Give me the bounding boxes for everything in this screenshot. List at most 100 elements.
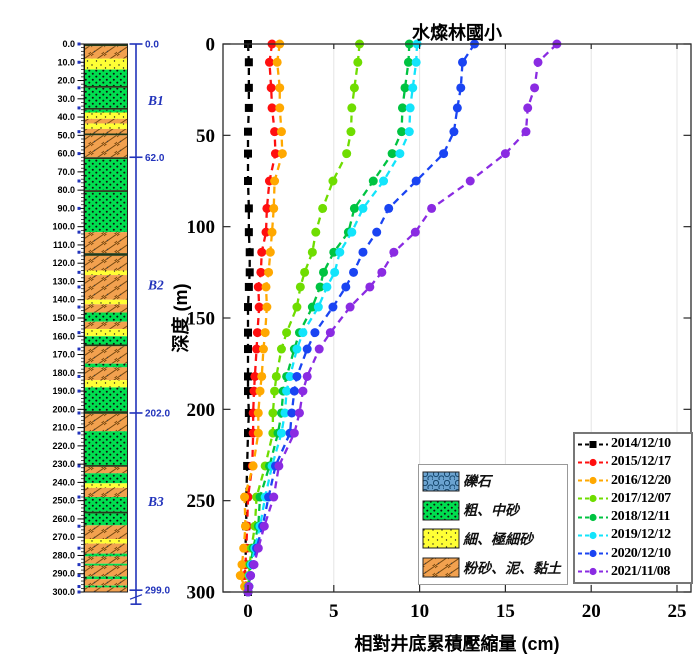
anchor-depth-marker (77, 152, 81, 156)
anchor-depth-marker (77, 106, 81, 110)
depth-tick-label: 270.0 (52, 532, 75, 542)
data-point (411, 57, 421, 67)
data-point (310, 328, 320, 338)
section-brackets: 0.0 62.0 202.0 299.0 B1 B2 B3 (129, 40, 170, 605)
data-point (244, 282, 253, 291)
section-label-B1: B1 (147, 93, 164, 108)
fine-sand-swatch-icon (422, 528, 460, 549)
lithology-layer-clay (84, 275, 128, 300)
clay-swatch-icon (422, 557, 460, 578)
lithology-layer-sep (84, 511, 128, 514)
depth-tick-label: 290.0 (52, 569, 75, 579)
coarse-sand-swatch-icon (422, 500, 460, 521)
date-legend-label: 2016/12/20 (611, 472, 671, 488)
data-point (335, 247, 345, 257)
data-point (379, 176, 389, 186)
depth-tick-label: 210.0 (52, 423, 75, 433)
data-point (253, 543, 263, 553)
data-point (254, 302, 264, 312)
data-point (295, 282, 305, 292)
data-point (262, 302, 272, 312)
y-tick-label: 50 (196, 126, 215, 147)
lithology-layer-clay (84, 525, 128, 540)
section-depth-label: 299.0 (145, 586, 170, 597)
data-point (330, 267, 340, 277)
lithology-layer-sep (84, 133, 128, 136)
data-point (408, 83, 418, 93)
data-point (465, 176, 475, 186)
lithology-layer-coarse (84, 497, 128, 512)
data-point (311, 227, 321, 237)
depth-tick-label: 180.0 (52, 368, 75, 378)
data-point (530, 83, 540, 93)
depth-tick-label: 10.0 (57, 57, 75, 67)
data-point (358, 203, 368, 213)
data-point (349, 83, 359, 93)
data-point (328, 302, 338, 312)
lithology-layer-coarse (84, 363, 128, 368)
data-point (307, 247, 317, 257)
data-point (302, 371, 312, 381)
series-marker-icon (578, 458, 608, 466)
data-point (243, 461, 252, 470)
data-point (244, 58, 253, 67)
lithology-layer-coarse (84, 87, 128, 108)
depth-tick-label: 280.0 (52, 550, 75, 560)
lithology-legend-item-clay: 粉砂、泥、黏土 (422, 557, 564, 578)
data-point (439, 149, 449, 159)
data-point (269, 203, 279, 213)
series-marker-icon (578, 513, 608, 521)
data-point (270, 127, 280, 137)
data-point (533, 57, 543, 67)
gravel-swatch-icon (422, 471, 460, 492)
date-legend: 2014/12/10 2015/12/17 2016/12/20 2017/12… (573, 432, 693, 584)
anchor-depth-marker (77, 206, 81, 210)
section-depth-label: 0.0 (145, 40, 159, 51)
section-label-B3: B3 (147, 494, 164, 509)
data-point (244, 228, 253, 237)
data-point (244, 103, 253, 112)
date-legend-label: 2014/12/10 (611, 436, 671, 452)
data-point (410, 227, 420, 237)
data-point (262, 203, 272, 213)
data-point (287, 408, 297, 418)
depth-tick-label: 130.0 (52, 276, 75, 286)
data-point (302, 344, 312, 354)
series-2018-12-11 (243, 39, 414, 597)
data-point (521, 127, 531, 137)
date-legend-label: 2017/12/07 (611, 490, 671, 506)
data-point (244, 372, 252, 381)
data-point (427, 203, 437, 213)
data-point (270, 149, 280, 159)
data-point (282, 386, 292, 396)
anchor-depth-marker (77, 495, 81, 499)
anchor-depth-marker (77, 590, 81, 594)
depth-tick-label: 300.0 (52, 587, 75, 597)
data-point (384, 203, 394, 213)
lithology-layer-clay (84, 321, 128, 329)
data-point (259, 521, 269, 531)
data-point (397, 127, 407, 137)
series-marker-icon (578, 477, 608, 485)
date-legend-item: 2017/12/07 (577, 490, 689, 507)
anchor-depth-marker (77, 347, 81, 351)
lithology-legend: 礫石 粗、中砂 細、極細砂 粉砂、泥、黏土 (418, 464, 568, 585)
date-legend-label: 2021/11/08 (611, 563, 671, 579)
data-point (275, 103, 285, 113)
depth-tick-label: 100.0 (52, 222, 75, 232)
date-legend-item: 2019/12/12 (577, 527, 689, 544)
lithology-layer-coarse (84, 553, 128, 557)
x-tick-label: 15 (496, 601, 515, 622)
data-point (257, 371, 267, 381)
data-point (397, 103, 407, 113)
lithology-layer-coarse (84, 576, 128, 580)
y-tick-label: 300 (187, 583, 216, 604)
lithology-layer-sep (84, 190, 128, 192)
data-point (349, 267, 359, 277)
lithology-layer-clay (84, 466, 128, 474)
lithology-layer-clay (84, 46, 128, 59)
data-point (256, 267, 266, 277)
anchor-depth-marker (77, 546, 81, 550)
data-point (274, 461, 284, 471)
